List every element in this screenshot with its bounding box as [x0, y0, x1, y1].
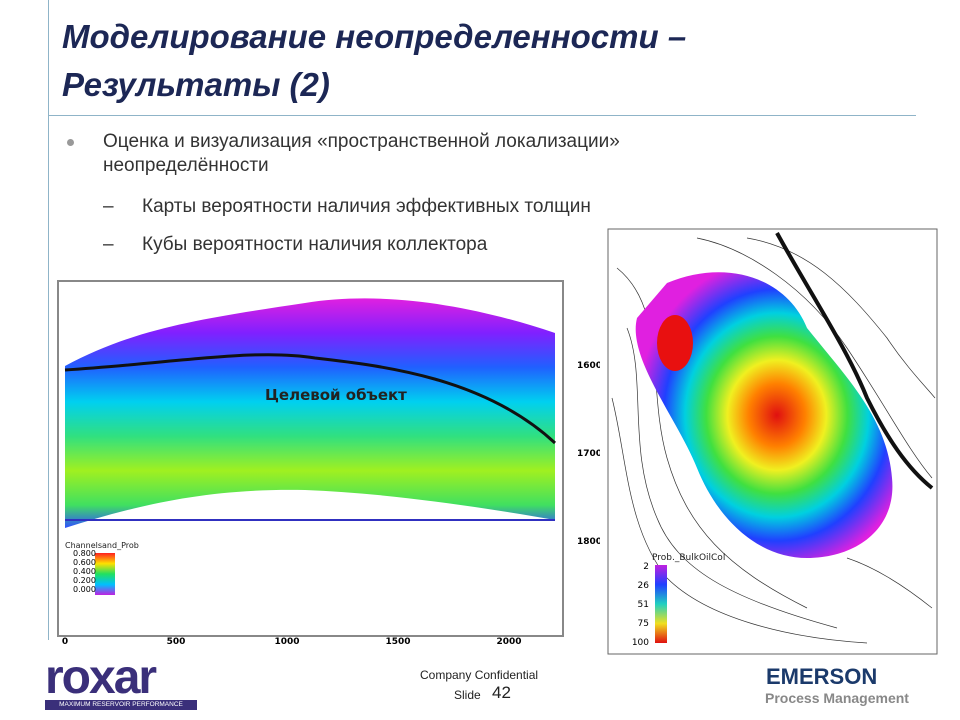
probability-blob: [635, 272, 893, 558]
legend-bar: [95, 553, 115, 595]
hotspot: [657, 315, 693, 371]
brand-sub: Process Management: [765, 690, 909, 706]
y-tick-label: 1600: [577, 361, 600, 371]
sub-bullet: Карты вероятности наличия эффективных то…: [142, 196, 591, 217]
x-tick-label: 1000: [274, 637, 299, 647]
brand: EMERSON: [766, 664, 878, 689]
well-line: [64, 353, 557, 445]
legend-label: 75: [638, 619, 649, 629]
y-tick-label: 1800: [577, 537, 600, 547]
legend-label: 0.000: [73, 585, 96, 594]
vertical-rule: [48, 0, 49, 640]
horizontal-rule: [48, 115, 916, 116]
x-tick-label: 0: [62, 637, 68, 647]
x-tick-label: 500: [167, 637, 186, 647]
legend-title: Channelsand_Prob: [65, 541, 139, 550]
legend-label: 0.200: [73, 576, 96, 585]
section-body: [65, 298, 555, 528]
tagline: MAXIMUM RESERVOIR PERFORMANCE: [45, 700, 197, 710]
logo: roxar: [45, 651, 157, 704]
title: Результаты (2): [62, 66, 330, 103]
slide-number: 42: [492, 683, 511, 702]
y-tick-label: 1700: [577, 449, 600, 459]
fault: [775, 232, 934, 490]
legend-label: 26: [638, 581, 650, 591]
bullet-text: Оценка и визуализация «пространственной …: [103, 131, 620, 176]
x-tick-label: 1500: [385, 637, 410, 647]
legend-title: Prob._BulkOilCol: [652, 553, 725, 563]
section-label: Целевой объект: [265, 386, 407, 404]
legend-bar: [655, 565, 667, 643]
x-tick-label: 2000: [496, 637, 521, 647]
legend-label: 51: [638, 600, 649, 610]
legend-label: 0.800: [73, 549, 96, 558]
title: Моделирование неопределенности –: [62, 18, 687, 55]
dash: –: [103, 234, 114, 255]
confidential: Company Confidential: [420, 668, 539, 682]
slide-label: Slide: [454, 688, 481, 702]
legend-label: 0.600: [73, 558, 96, 567]
bullet-dot: [67, 139, 74, 146]
sub-bullet: Кубы вероятности наличия коллектора: [142, 234, 488, 255]
legend-label: 100: [632, 638, 649, 648]
legend-label: 2: [643, 562, 649, 572]
legend-label: 0.400: [73, 567, 96, 576]
dash: –: [103, 196, 114, 217]
map-image: Prob._BulkOilCol 2 26 51 75 100: [607, 228, 938, 655]
section-image: Целевой объект Channelsand_Prob 0.8000.6…: [57, 280, 600, 647]
